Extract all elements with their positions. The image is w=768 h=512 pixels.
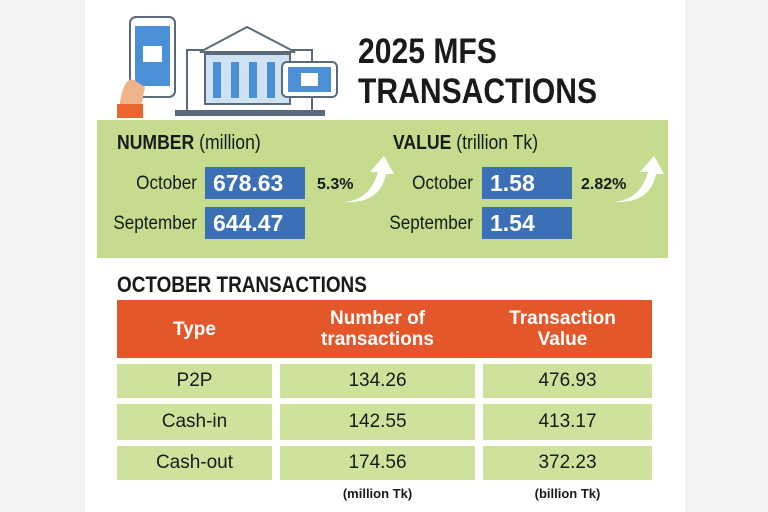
table-cell: 372.23 — [483, 446, 652, 480]
header-cell: Type — [173, 318, 216, 340]
change: 5.3% — [317, 176, 354, 193]
table-cell: 476.93 — [483, 364, 652, 398]
change: 2.82% — [581, 176, 627, 193]
label: NUMBER — [117, 132, 195, 154]
section-label: VALUE (trillion Tk) — [393, 132, 538, 155]
table-cell: P2P — [117, 364, 272, 398]
table-cell: Cash-in — [117, 404, 272, 440]
unit-note: (billion Tk) — [534, 486, 601, 501]
title-line: TRANSACTIONS — [358, 72, 598, 111]
label: VALUE — [393, 132, 452, 154]
month: September — [113, 213, 197, 234]
title-line: 2025 MFS — [358, 32, 497, 71]
table-cell: 174.56 — [280, 446, 475, 480]
value-box: 1.58 — [482, 167, 572, 199]
month: October — [412, 173, 473, 194]
table-cell: 413.17 — [483, 404, 652, 440]
table-cell: Cash-out — [117, 446, 272, 480]
value-box: 1.54 — [482, 207, 572, 239]
illustration — [117, 16, 338, 118]
unit: (million) — [199, 132, 261, 154]
table-header-bg — [117, 300, 652, 358]
table-title: OCTOBER TRANSACTIONS — [117, 272, 367, 297]
month: October — [136, 173, 197, 194]
up-arrow — [614, 156, 664, 203]
unit-note: (million Tk) — [342, 486, 413, 501]
up-arrow — [344, 156, 394, 203]
value-box: 644.47 — [205, 207, 305, 239]
value-box: 678.63 — [205, 167, 305, 199]
unit: (trillion Tk) — [456, 132, 539, 154]
table-cell: 142.55 — [280, 404, 475, 440]
month: September — [389, 213, 473, 234]
header-cell: Number of transactions — [321, 308, 434, 350]
section-label: NUMBER (million) — [117, 132, 261, 155]
table-cell: 134.26 — [280, 364, 475, 398]
header-cell: Transaction Value — [509, 308, 616, 350]
summary-panel — [97, 120, 668, 258]
